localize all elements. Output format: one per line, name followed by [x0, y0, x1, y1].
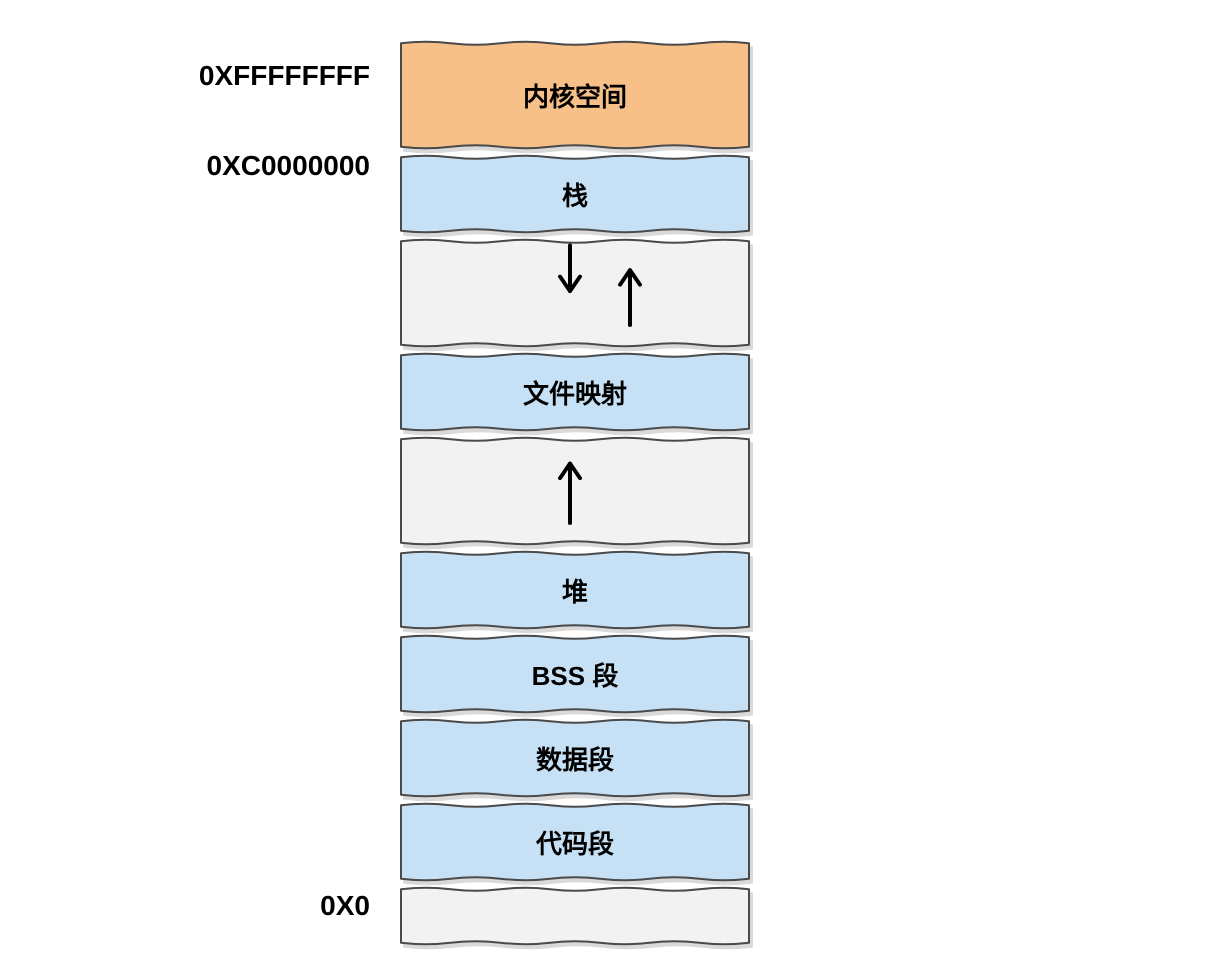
- segment-gap3: [400, 886, 750, 946]
- segment-label-stack: 栈: [562, 176, 588, 213]
- segment-gap1: [400, 238, 750, 348]
- segment-data: 数据段: [400, 718, 750, 798]
- address-kernel: 0XC0000000: [110, 150, 370, 182]
- segment-heap: 堆: [400, 550, 750, 630]
- segment-kernel: 内核空间: [400, 40, 750, 150]
- address-bottom: 0X0: [110, 890, 370, 922]
- arrow-heap-up: [400, 436, 750, 546]
- segment-label-bss: BSS 段: [532, 656, 619, 693]
- memory-stack: 内核空间栈 文件映射 堆 BSS 段数据段代码段: [400, 40, 750, 950]
- segment-stack: 栈: [400, 154, 750, 234]
- segment-gap2: [400, 436, 750, 546]
- segment-bss: BSS 段: [400, 634, 750, 714]
- segment-label-kernel: 内核空间: [523, 77, 627, 114]
- memory-layout-diagram: 0XFFFFFFFF 0XC0000000 0X0 内核空间栈 文件映射 堆 BS…: [0, 0, 1210, 976]
- segment-mmap: 文件映射: [400, 352, 750, 432]
- segment-label-text: 代码段: [536, 824, 614, 861]
- segment-label-mmap: 文件映射: [523, 374, 627, 411]
- arrow-mmap-up: [400, 238, 750, 348]
- segment-text: 代码段: [400, 802, 750, 882]
- segment-label-heap: 堆: [562, 572, 588, 609]
- segment-label-data: 数据段: [536, 740, 614, 777]
- address-top: 0XFFFFFFFF: [110, 60, 370, 92]
